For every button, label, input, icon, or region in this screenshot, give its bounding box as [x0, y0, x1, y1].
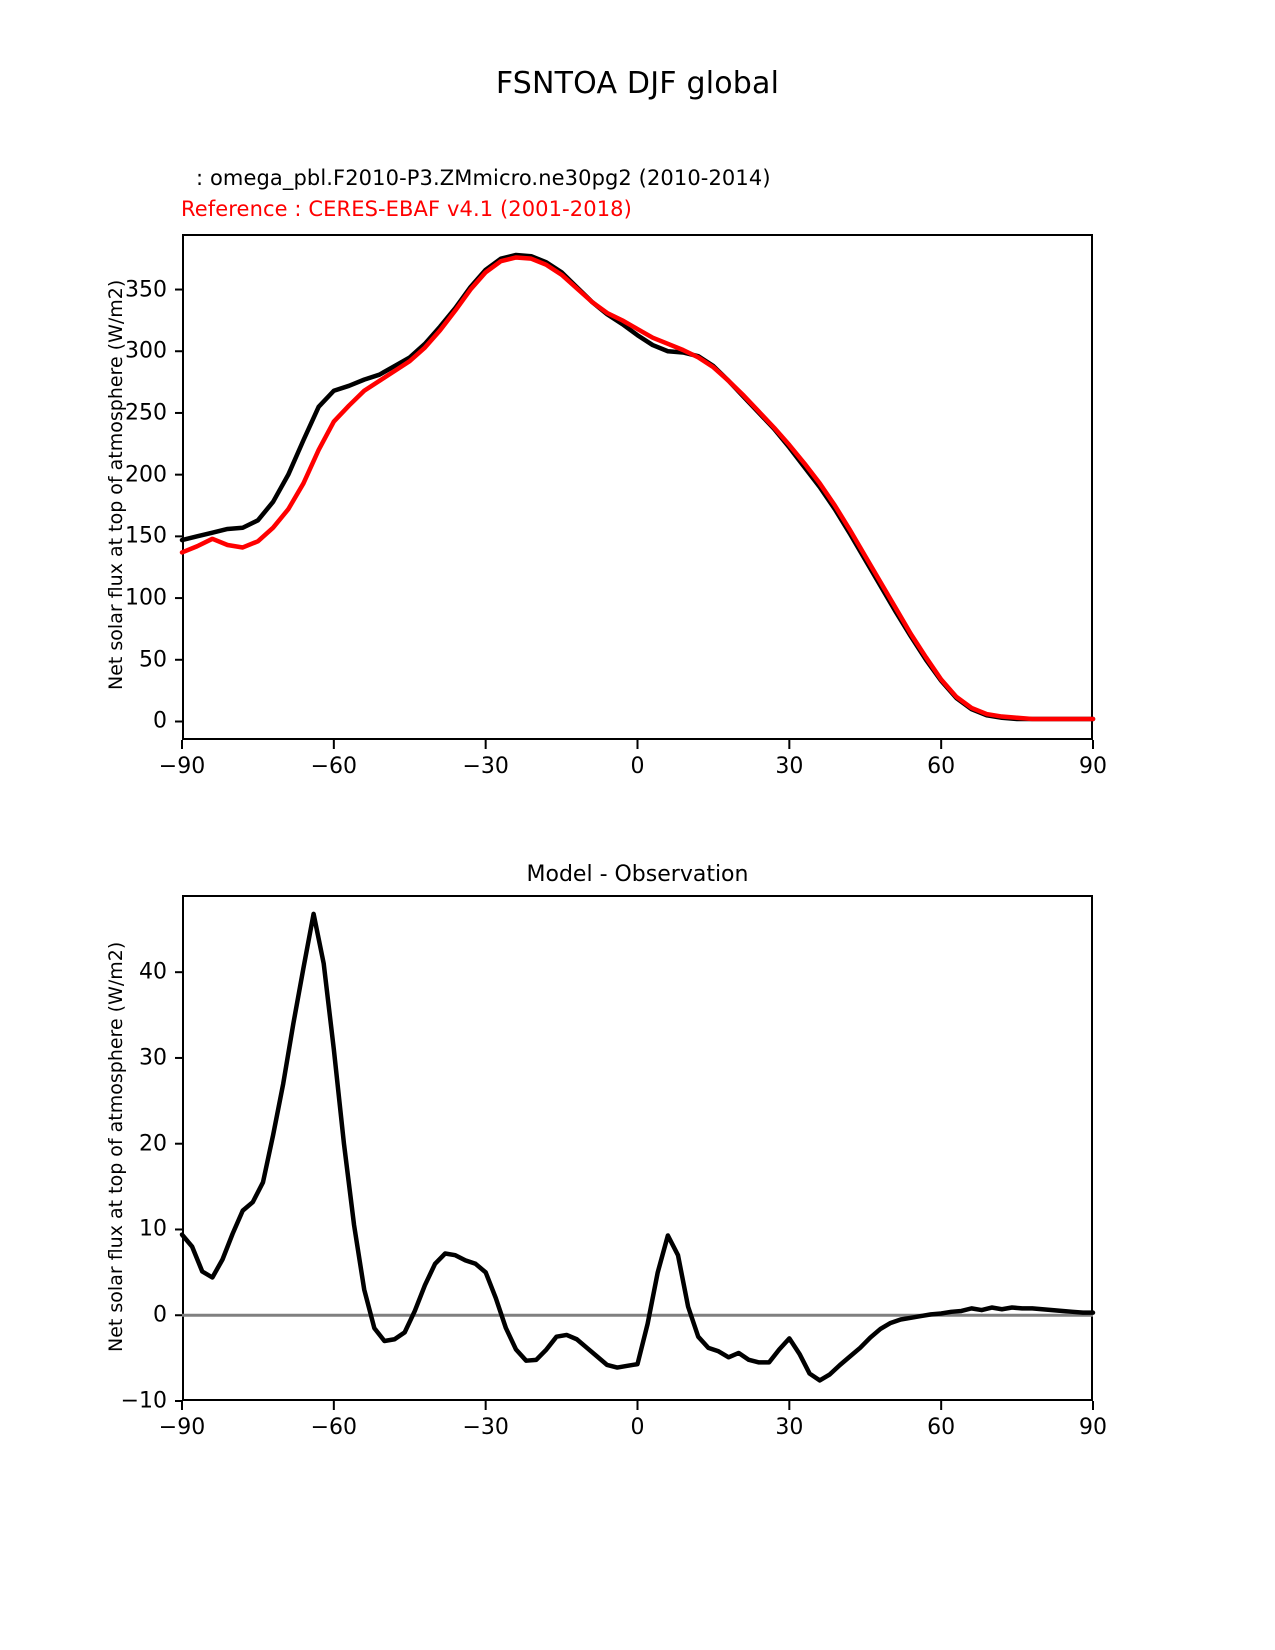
x-tick-label: 30: [775, 1415, 804, 1440]
x-tick-label: −30: [462, 1415, 509, 1440]
y-tick-label: 200: [125, 462, 167, 488]
legend-model-label: : omega_pbl.F2010-P3.ZMmicro.ne30pg2 (20…: [196, 166, 771, 190]
x-tick-label: 60: [927, 1415, 956, 1440]
data-series-line: [179, 255, 1096, 722]
plot-area-top: [182, 234, 1093, 740]
x-tick-label: 60: [927, 754, 956, 779]
y-tick-label: 20: [139, 1131, 167, 1157]
x-tick-label: −90: [158, 754, 206, 779]
difference-subtitle: Model - Observation: [526, 862, 749, 887]
y-tick-label: 40: [139, 959, 167, 985]
y-tick-label: 0: [153, 708, 167, 734]
y-tick-label: 10: [139, 1216, 167, 1242]
y-tick-label: 250: [125, 400, 167, 426]
y-tick-label: 30: [139, 1045, 167, 1071]
x-tick-label: 90: [1079, 754, 1107, 779]
x-tick-label: 0: [630, 754, 645, 779]
y-tick-label: 350: [125, 277, 167, 303]
y-tick-label: 50: [139, 647, 167, 673]
x-tick-label: 90: [1079, 1415, 1107, 1440]
legend-reference-label: Reference : CERES-EBAF v4.1 (2001-2018): [181, 197, 632, 221]
y-tick-label: 0: [153, 1302, 167, 1328]
x-tick-label: −90: [158, 1415, 206, 1440]
y-tick-label: 150: [125, 523, 167, 549]
y-tick-label: 300: [125, 338, 167, 364]
x-tick-label: 0: [630, 1415, 645, 1440]
figure-title: FSNTOA DJF global: [495, 66, 780, 101]
x-tick-label: −30: [462, 754, 509, 779]
y-tick-label: −10: [120, 1388, 167, 1414]
y-tick-label: 100: [125, 585, 167, 611]
x-tick-label: −60: [310, 754, 358, 779]
data-series-line: [179, 911, 1096, 1383]
x-tick-label: 30: [775, 754, 804, 779]
x-tick-label: −60: [310, 1415, 358, 1440]
